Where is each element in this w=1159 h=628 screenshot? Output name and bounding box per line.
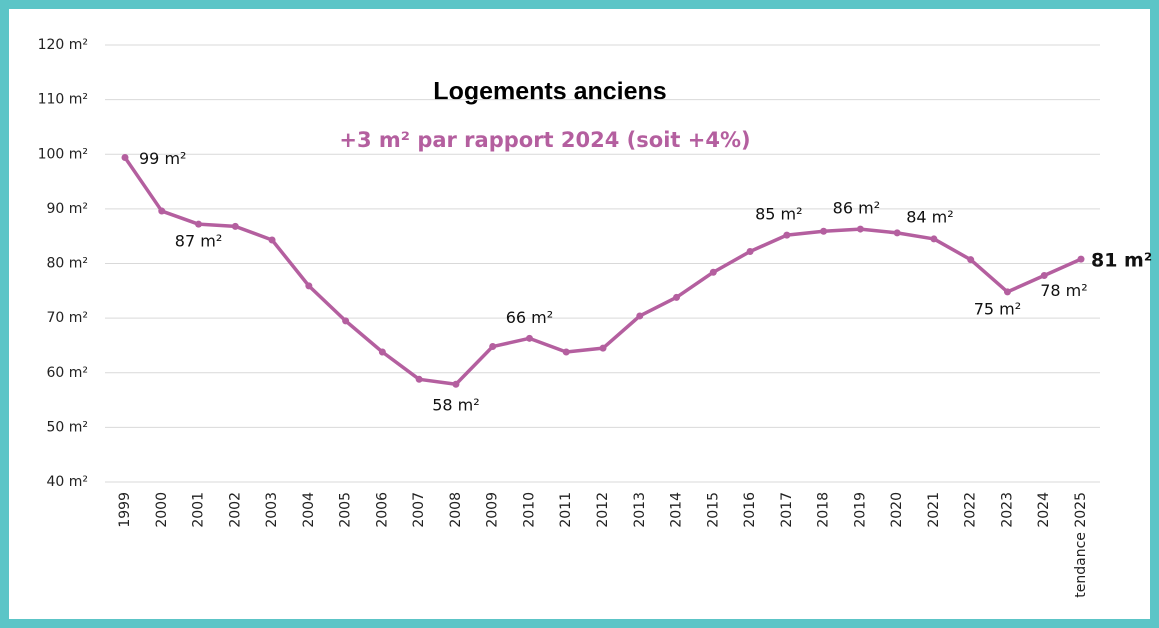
point [673,293,681,301]
data-label: 99 m² [139,149,186,168]
x-tick-label: 2015 [705,492,721,528]
point [525,334,533,342]
chart-title: Logements anciens [433,78,666,106]
x-tick-label: 2018 [816,492,832,528]
y-tick-label: 110 m² [38,92,88,108]
data-label: 81 m² [1091,250,1152,272]
chart-subtitle: +3 m² par rapport 2024 (soit +4%) [339,128,750,152]
y-tick-label: 70 m² [46,310,88,326]
data-label: 66 m² [506,308,553,327]
x-tick-label: 2016 [742,492,758,528]
y-tick-label: 80 m² [46,256,88,272]
point [231,222,239,230]
x-tick-label: 2012 [595,492,611,528]
point [121,154,129,162]
x-tick-label: tendance 2025 [1073,492,1089,598]
data-label: 84 m² [906,207,953,226]
point [1003,288,1011,296]
point [489,343,497,351]
point [636,312,644,320]
x-tick-label: 2005 [338,492,354,528]
point [268,236,276,244]
point [158,207,166,215]
data-label: 86 m² [833,199,880,218]
point [342,317,350,325]
data-label: 58 m² [432,396,479,415]
x-tick-label: 2011 [558,492,574,528]
x-tick-label: 1999 [117,492,133,528]
point [967,256,975,264]
x-tick-label: 2007 [411,492,427,528]
x-tick-label: 2024 [1036,492,1052,528]
y-tick-label: 60 m² [46,365,88,381]
point [1077,255,1085,263]
point [820,227,828,235]
x-tick-label: 2010 [521,492,537,528]
x-tick-label: 2003 [264,492,280,528]
x-tick-label: 2014 [669,492,685,528]
x-tick-label: 2022 [963,492,979,528]
point [195,220,203,228]
point [378,348,386,356]
point [1040,272,1048,280]
x-tick-label: 2000 [154,492,170,528]
x-tick-label: 2019 [852,492,868,528]
point [893,229,901,237]
data-label: 78 m² [1040,281,1087,300]
y-tick-label: 40 m² [46,474,88,490]
y-tick-label: 90 m² [46,201,88,217]
x-tick-label: 2008 [448,492,464,528]
x-tick-label: 2023 [999,492,1015,528]
point [599,344,607,352]
point [930,235,938,243]
point [709,268,717,276]
x-tick-label: 2017 [779,492,795,528]
x-tick-label: 2020 [889,492,905,528]
point [783,231,791,239]
x-tick-label: 2021 [926,492,942,528]
y-tick-label: 50 m² [46,419,88,435]
y-tick-label: 120 m² [38,37,88,53]
x-tick-label: 2006 [374,492,390,528]
x-tick-label: 2002 [227,492,243,528]
point [452,380,460,388]
data-label: 85 m² [755,205,802,224]
x-tick-label: 2004 [301,492,317,528]
point [856,225,864,233]
y-tick-label: 100 m² [38,146,88,162]
data-label: 75 m² [974,299,1021,318]
point [562,348,570,356]
x-tick-label: 2001 [191,492,207,528]
data-label: 87 m² [175,232,222,251]
x-tick-label: 2013 [632,492,648,528]
x-tick-label: 2009 [485,492,501,528]
point [746,247,754,255]
point [415,375,423,383]
point [305,282,313,290]
